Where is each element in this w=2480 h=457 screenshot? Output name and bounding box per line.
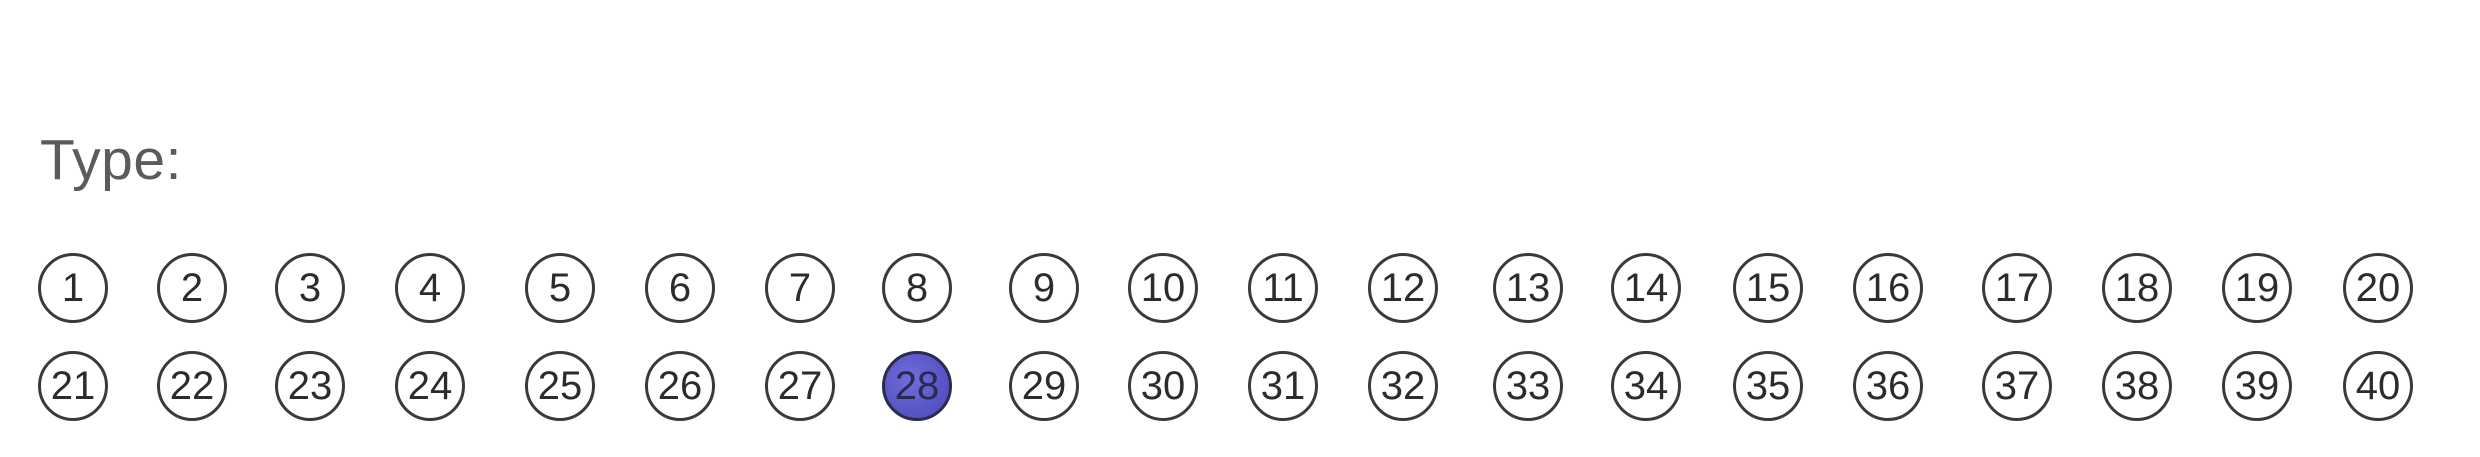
option-bubble-8[interactable]: 8 <box>882 253 952 323</box>
option-bubble-29[interactable]: 29 <box>1009 351 1079 421</box>
option-bubble-11[interactable]: 11 <box>1248 253 1318 323</box>
option-bubble-26[interactable]: 26 <box>645 351 715 421</box>
option-bubble-3[interactable]: 3 <box>275 253 345 323</box>
option-bubble-7[interactable]: 7 <box>765 253 835 323</box>
option-bubble-25[interactable]: 25 <box>525 351 595 421</box>
option-bubble-24[interactable]: 24 <box>395 351 465 421</box>
option-bubble-17[interactable]: 17 <box>1982 253 2052 323</box>
option-bubble-37[interactable]: 37 <box>1982 351 2052 421</box>
option-bubble-18[interactable]: 18 <box>2102 253 2172 323</box>
option-bubble-30[interactable]: 30 <box>1128 351 1198 421</box>
option-bubble-14[interactable]: 14 <box>1611 253 1681 323</box>
option-bubble-4[interactable]: 4 <box>395 253 465 323</box>
option-bubble-32[interactable]: 32 <box>1368 351 1438 421</box>
option-bubble-5[interactable]: 5 <box>525 253 595 323</box>
option-bubble-2[interactable]: 2 <box>157 253 227 323</box>
option-bubble-16[interactable]: 16 <box>1853 253 1923 323</box>
type-label: Type: <box>40 128 182 192</box>
option-bubble-40[interactable]: 40 <box>2343 351 2413 421</box>
option-bubble-27[interactable]: 27 <box>765 351 835 421</box>
option-bubble-6[interactable]: 6 <box>645 253 715 323</box>
option-bubble-33[interactable]: 33 <box>1493 351 1563 421</box>
option-bubble-22[interactable]: 22 <box>157 351 227 421</box>
option-bubble-10[interactable]: 10 <box>1128 253 1198 323</box>
option-bubble-38[interactable]: 38 <box>2102 351 2172 421</box>
option-bubble-21[interactable]: 21 <box>38 351 108 421</box>
option-bubble-35[interactable]: 35 <box>1733 351 1803 421</box>
option-bubble-20[interactable]: 20 <box>2343 253 2413 323</box>
option-bubble-34[interactable]: 34 <box>1611 351 1681 421</box>
option-bubble-1[interactable]: 1 <box>38 253 108 323</box>
option-bubble-28[interactable]: 28 <box>882 351 952 421</box>
option-bubble-23[interactable]: 23 <box>275 351 345 421</box>
option-bubble-15[interactable]: 15 <box>1733 253 1803 323</box>
option-bubble-13[interactable]: 13 <box>1493 253 1563 323</box>
option-bubble-9[interactable]: 9 <box>1009 253 1079 323</box>
option-bubble-39[interactable]: 39 <box>2222 351 2292 421</box>
option-bubble-31[interactable]: 31 <box>1248 351 1318 421</box>
option-bubble-36[interactable]: 36 <box>1853 351 1923 421</box>
option-bubble-12[interactable]: 12 <box>1368 253 1438 323</box>
option-bubble-19[interactable]: 19 <box>2222 253 2292 323</box>
